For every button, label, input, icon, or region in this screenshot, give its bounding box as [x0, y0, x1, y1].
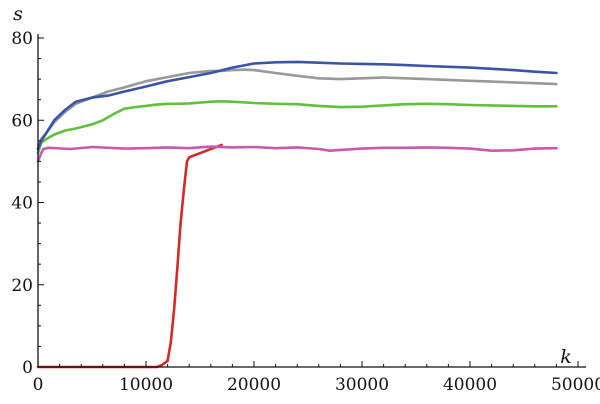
y-tick-label: 40: [11, 194, 33, 214]
x-axis-label: k: [560, 346, 572, 368]
y-tick-label: 20: [11, 276, 33, 296]
series-line-5: [36, 60, 558, 151]
series-line-4: [36, 68, 558, 151]
x-tick-label: 20000: [227, 375, 281, 395]
y-tick-label: 80: [11, 29, 33, 49]
axes-layer: [37, 34, 586, 368]
x-tick-label: 30000: [335, 375, 389, 395]
x-tick-label: 40000: [443, 375, 497, 395]
ticks-layer: 0 10000 20000 30000 40000 50000 0 20 40 60 80: [11, 29, 600, 395]
x-tick-label: 0: [33, 375, 44, 395]
x-tick-label: 50000: [551, 375, 600, 395]
series-layer: [36, 60, 558, 369]
y-axis-label: s: [13, 3, 23, 25]
y-tick-label: 0: [22, 358, 33, 378]
y-tick-label: 60: [11, 111, 33, 131]
x-tick-label: 10000: [119, 375, 173, 395]
series-line-2: [36, 145, 558, 163]
series-line-3: [36, 100, 558, 155]
series-line-1: [36, 143, 223, 369]
